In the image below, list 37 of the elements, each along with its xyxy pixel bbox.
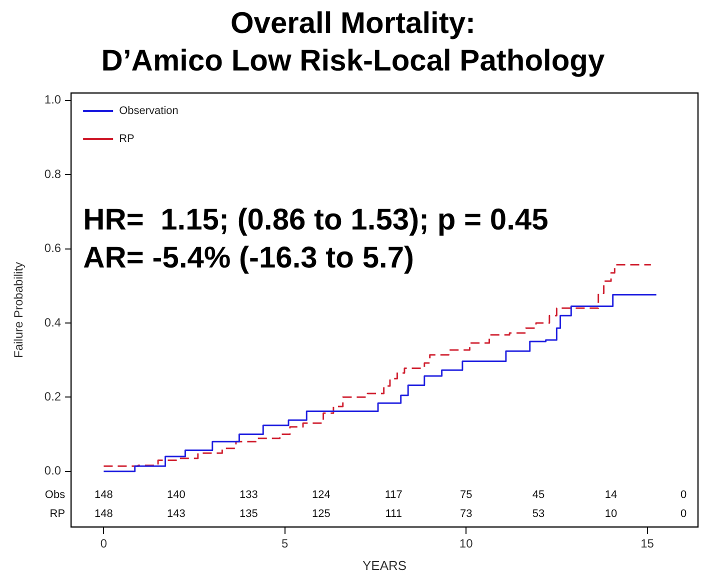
y-tick-label: 0.0 bbox=[44, 464, 62, 478]
annotation: 143 bbox=[166, 508, 186, 520]
annotation: 53 bbox=[532, 508, 545, 520]
annotation: 45 bbox=[532, 489, 545, 502]
annotation: 124 bbox=[312, 489, 330, 502]
annotation: HR= 1.15; (0.86 to 1.53); p = 0.45 bbox=[83, 203, 548, 236]
annotation: 10 bbox=[604, 508, 618, 520]
annotation: 140 bbox=[166, 489, 186, 502]
annotation: 73 bbox=[460, 508, 472, 520]
chart-title: Overall Mortality: D’Amico Low Risk-Local Pathology bbox=[101, 7, 606, 78]
annotation: 111 bbox=[385, 508, 402, 520]
annotation: 148 bbox=[94, 508, 113, 520]
text: RP bbox=[50, 508, 66, 520]
annotation: 0 bbox=[680, 489, 687, 502]
annotation: AR= -5.4% (-16.3 to 5.7) bbox=[83, 241, 414, 274]
x-tick-label: 5 bbox=[282, 536, 289, 551]
y-tick-label: 0.2 bbox=[44, 389, 62, 404]
annotation: 135 bbox=[239, 508, 258, 520]
x-axis-title: YEARS bbox=[362, 558, 407, 573]
legend-label: RP bbox=[119, 133, 134, 146]
annotation: 117 bbox=[384, 489, 402, 502]
y-axis-title: Failure Probability bbox=[12, 262, 26, 358]
y-tick-label: 0.4 bbox=[44, 315, 62, 330]
x-tick-label: 10 bbox=[459, 536, 474, 551]
annotation: 0 bbox=[680, 508, 687, 520]
annotation: 75 bbox=[460, 489, 472, 502]
x-tick-label: 15 bbox=[640, 536, 654, 551]
annotation: 148 bbox=[94, 489, 113, 502]
annotation: 125 bbox=[312, 508, 330, 520]
annotation: 14 bbox=[604, 489, 618, 502]
y-tick-label: 0.6 bbox=[44, 241, 62, 256]
annotation: 133 bbox=[239, 489, 258, 502]
y-tick-label: 1.0 bbox=[44, 92, 62, 107]
x-tick-label: 0 bbox=[100, 536, 108, 551]
legend-label: Observation bbox=[119, 105, 178, 118]
text: Obs bbox=[44, 489, 66, 502]
y-tick-label: 0.8 bbox=[44, 166, 62, 181]
